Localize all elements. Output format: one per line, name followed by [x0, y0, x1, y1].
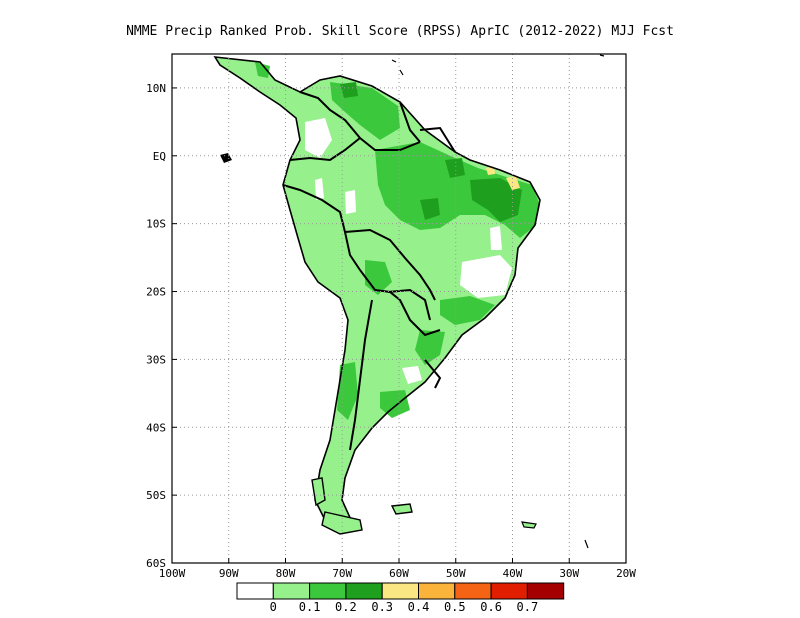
skill-region-high [470, 178, 522, 222]
latitude-tick-label: 10N [146, 82, 166, 95]
legend-swatch [381, 582, 420, 600]
latitude-tick-label: 20S [146, 286, 166, 299]
legend-label: 0.3 [371, 600, 393, 614]
latitude-tick-label: 60S [146, 557, 166, 570]
latitude-tick-label: 40S [146, 421, 166, 434]
skill-region-high [420, 198, 440, 220]
legend-label: 0.7 [517, 600, 539, 614]
longitude-tick-label: 70W [332, 567, 352, 580]
country-borders [282, 91, 456, 451]
no-skill-region [315, 178, 324, 200]
longitude-tick-label: 60W [389, 567, 409, 580]
latitude-tick-label: 30S [146, 353, 166, 366]
skill-region-medium [380, 390, 410, 418]
legend-label: 0 [270, 600, 277, 614]
skill-region-medium [337, 362, 358, 420]
map-panel [213, 54, 605, 549]
legend-swatch [236, 582, 274, 600]
latitude-axis: 10N EQ 10S 20S 30S 40S 50S 60S [146, 82, 177, 570]
no-skill-region [460, 255, 512, 298]
skill-region-medium [255, 62, 270, 78]
coastline [213, 56, 541, 534]
longitude-tick-label: 90W [219, 567, 239, 580]
color-legend: 0 0.1 0.2 0.3 0.4 0.5 0.6 0.7 [236, 582, 565, 614]
latitude-tick-label: 10S [146, 218, 166, 231]
latitude-tick-label: 50S [146, 489, 166, 502]
map-gridlines [172, 54, 626, 563]
legend-label: 0.4 [408, 600, 430, 614]
legend-swatch [345, 582, 383, 600]
no-skill-region [402, 366, 422, 384]
longitude-tick-label: 80W [276, 567, 296, 580]
longitude-tick-label: 20W [616, 567, 636, 580]
no-skill-region [490, 226, 502, 250]
legend-swatch [418, 582, 456, 600]
skill-region-medium [415, 330, 445, 365]
longitude-axis: 100W 90W 80W 70W 60W 50W 40W 30W 20W [159, 558, 636, 580]
legend-label: 0.5 [444, 600, 466, 614]
longitude-tick-label: 30W [559, 567, 579, 580]
legend-label: 0.1 [299, 600, 321, 614]
caribbean-islands [391, 54, 605, 549]
legend-swatch [490, 582, 528, 600]
legend-label: 0.6 [480, 600, 502, 614]
legend-label: 0.2 [335, 600, 357, 614]
longitude-tick-label: 50W [446, 567, 466, 580]
legend-swatch [272, 582, 311, 600]
legend-swatch [526, 582, 565, 600]
chile-fjord-islands [311, 477, 326, 507]
map-title: NMME Precip Ranked Prob. Skill Score (RP… [126, 24, 674, 39]
legend-swatch [309, 582, 347, 600]
no-skill-region [305, 118, 332, 158]
no-skill-region [345, 190, 356, 214]
skill-region-medium [440, 296, 495, 325]
skill-region-high [340, 82, 358, 98]
skill-region-high [445, 158, 465, 178]
latitude-tick-label: EQ [153, 150, 166, 163]
falkland-islands [390, 503, 413, 515]
longitude-tick-label: 40W [503, 567, 523, 580]
legend-swatch [454, 582, 492, 600]
south-georgia [521, 521, 537, 529]
galapagos-islands [220, 153, 232, 163]
longitude-tick-label: 100W [159, 567, 186, 580]
